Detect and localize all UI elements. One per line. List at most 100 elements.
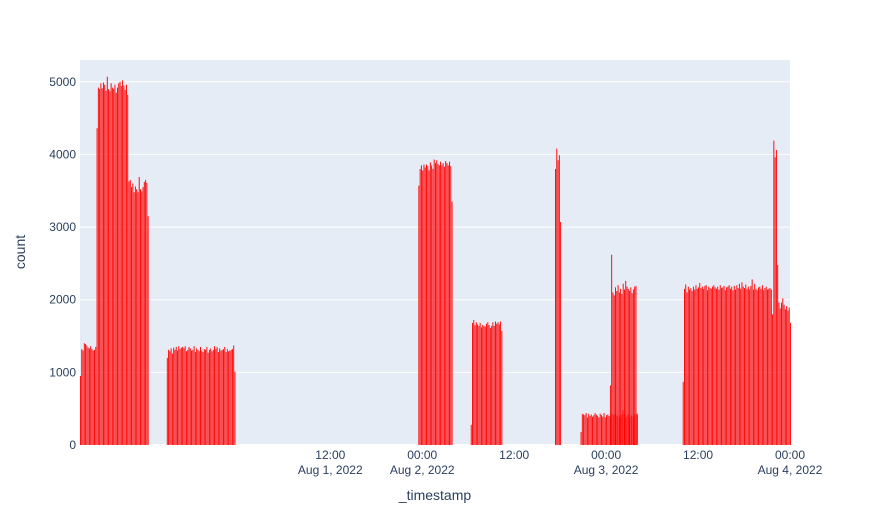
y-tick-label: 4000 — [49, 147, 76, 161]
bar — [487, 322, 489, 445]
bar — [234, 371, 236, 445]
bar — [143, 182, 145, 446]
x-tick-date-label: Aug 1, 2022 — [298, 463, 363, 477]
bar — [179, 349, 181, 445]
bar — [592, 416, 593, 445]
bar — [611, 254, 613, 445]
bar — [690, 288, 692, 445]
bar — [475, 322, 477, 445]
bar — [196, 348, 198, 445]
bar — [714, 287, 716, 445]
bar — [704, 285, 706, 445]
bar — [479, 322, 481, 445]
bar — [106, 76, 108, 446]
bar — [423, 164, 425, 445]
bar — [682, 381, 684, 445]
bar — [192, 349, 194, 445]
bar — [756, 290, 758, 445]
bar — [729, 288, 731, 445]
bar — [746, 288, 748, 445]
bar — [608, 415, 610, 445]
bar — [731, 286, 733, 445]
bar — [137, 192, 139, 445]
bar — [584, 415, 586, 445]
bar — [625, 280, 627, 445]
bar — [171, 353, 173, 445]
bar — [612, 292, 614, 445]
bar — [501, 330, 503, 445]
bar — [498, 324, 500, 445]
bar — [703, 288, 705, 445]
bar — [621, 293, 623, 445]
bar — [613, 295, 615, 445]
bar — [451, 201, 453, 445]
x-tick-label: 00:00 — [407, 448, 437, 462]
bar — [127, 94, 129, 446]
bar — [104, 84, 106, 445]
bar — [758, 287, 760, 445]
bar — [555, 168, 556, 445]
bar — [105, 90, 107, 445]
bar — [721, 288, 722, 445]
bar — [698, 287, 699, 445]
bar — [695, 285, 697, 445]
bar — [740, 288, 742, 445]
bar — [81, 349, 83, 445]
bar — [760, 288, 762, 445]
bar — [691, 291, 693, 445]
bar — [708, 286, 710, 445]
bar — [226, 349, 228, 445]
bar — [623, 289, 625, 445]
bar — [208, 349, 210, 445]
bar — [108, 89, 110, 445]
bar — [778, 302, 780, 445]
bar — [719, 285, 721, 445]
bar — [558, 155, 560, 445]
bar — [174, 349, 176, 445]
bar — [178, 346, 180, 445]
bar — [627, 288, 629, 445]
bar — [173, 347, 175, 445]
bar — [470, 424, 472, 445]
bar — [480, 327, 482, 445]
bar — [692, 286, 694, 445]
bar — [772, 314, 774, 445]
bar — [759, 286, 761, 445]
bar — [696, 288, 698, 445]
bar — [598, 417, 600, 445]
bar — [85, 344, 87, 445]
bar — [128, 181, 130, 445]
bar — [166, 357, 168, 445]
bar — [783, 304, 785, 445]
bar — [707, 290, 708, 445]
bar — [755, 288, 757, 445]
bar — [206, 346, 208, 445]
bar — [497, 322, 499, 445]
x-tick-date-label: Aug 2, 2022 — [390, 463, 455, 477]
bar — [119, 81, 121, 445]
bar — [175, 346, 177, 445]
bar — [603, 413, 605, 445]
bar — [188, 346, 190, 445]
bar — [216, 346, 218, 445]
bar — [556, 148, 558, 445]
bar — [100, 83, 102, 445]
bar — [435, 163, 436, 445]
bar — [129, 179, 131, 446]
bar — [618, 292, 620, 445]
bar — [709, 288, 711, 445]
bar — [219, 348, 221, 445]
bar — [472, 322, 473, 445]
bar — [784, 309, 786, 445]
bar — [750, 285, 752, 445]
bar — [82, 350, 84, 445]
bar — [189, 348, 191, 445]
bar — [726, 287, 728, 445]
bar — [781, 302, 782, 445]
bar — [125, 84, 127, 445]
bar — [101, 88, 103, 445]
bar — [83, 343, 85, 445]
x-tick-label: 12:00 — [683, 448, 713, 462]
bar — [588, 413, 590, 445]
